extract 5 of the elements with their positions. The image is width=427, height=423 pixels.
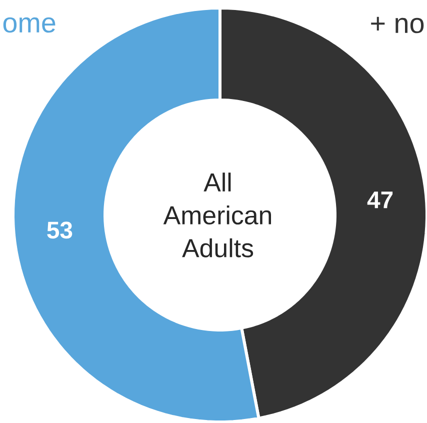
slice-label: + no: [371, 16, 424, 34]
data-label: 47: [367, 192, 393, 208]
slice-label: ome: [3, 17, 56, 33]
data-label: 53: [47, 222, 72, 239]
text: All American Adults: [163, 172, 272, 258]
